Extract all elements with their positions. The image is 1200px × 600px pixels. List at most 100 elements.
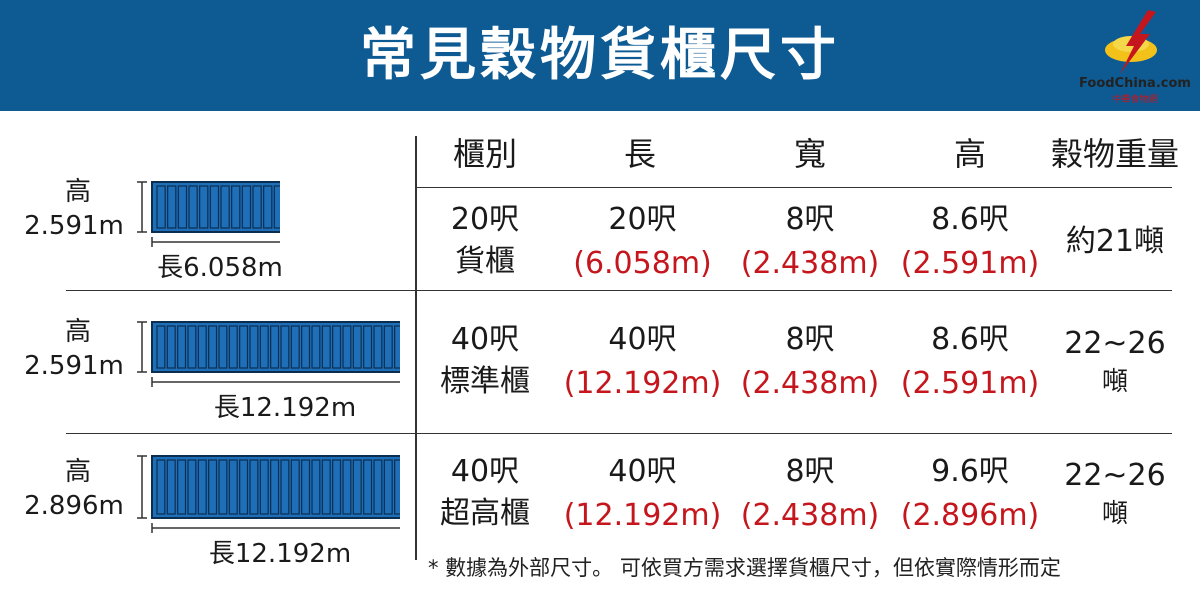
row-type-line1: 40呎 xyxy=(450,322,520,357)
row-length-m: (12.192m) xyxy=(563,498,722,533)
container-slat xyxy=(383,459,393,515)
container-slat xyxy=(187,459,197,515)
container-slat xyxy=(208,325,218,369)
row-type-line1: 40呎 xyxy=(450,454,520,489)
row-height: 8.6呎 xyxy=(931,322,1009,357)
container-slat xyxy=(199,185,209,229)
container-slat xyxy=(352,325,362,369)
container-slat xyxy=(249,459,259,515)
container-slat xyxy=(394,325,400,369)
header-banner xyxy=(0,0,1200,111)
container-slat xyxy=(394,459,400,515)
row-weight-line1: 22~26 xyxy=(1064,458,1166,493)
lightning-logo-icon xyxy=(1105,10,1157,74)
height-label: 高 xyxy=(64,457,91,487)
row-length: 40呎 xyxy=(608,454,677,489)
container-slat xyxy=(342,325,352,369)
container-slat xyxy=(231,185,241,229)
container-slat xyxy=(373,459,383,515)
row-type-line2: 標準櫃 xyxy=(440,364,530,399)
container-slat xyxy=(197,459,207,515)
container-slat xyxy=(249,325,259,369)
container-slat xyxy=(263,185,273,229)
header-type: 櫃別 xyxy=(452,135,517,173)
row-width-m: (2.438m) xyxy=(740,498,880,533)
container-slat xyxy=(197,325,207,369)
height-label: 高 xyxy=(64,177,91,207)
container-slat xyxy=(342,459,352,515)
container-slat xyxy=(259,325,269,369)
row-type-line2: 貨櫃 xyxy=(455,244,515,279)
container-slat xyxy=(177,185,188,229)
container-slat xyxy=(252,185,262,229)
row-length-m: (12.192m) xyxy=(563,366,722,401)
container-slat xyxy=(167,185,177,229)
row-width-m: (2.438m) xyxy=(740,366,880,401)
container-slat xyxy=(363,325,373,369)
row-length-m: (6.058m) xyxy=(573,246,712,281)
container-slat xyxy=(363,459,373,515)
row-width: 8呎 xyxy=(785,454,835,489)
row-weight-line2: 噸 xyxy=(1101,499,1128,529)
container-slat xyxy=(156,459,166,515)
container-slat xyxy=(156,185,166,229)
container-slat xyxy=(321,459,331,515)
container-slat xyxy=(311,325,321,369)
logo: FoodChina.com 中華食物網 xyxy=(1076,4,1194,105)
container-slat xyxy=(280,459,290,515)
container-slat xyxy=(218,459,228,515)
header-weight: 穀物重量 xyxy=(1050,135,1179,173)
container-slat xyxy=(177,325,187,369)
row-height-m: (2.896m) xyxy=(900,498,1040,533)
container-20ft-drawing xyxy=(137,181,280,247)
container-slat xyxy=(290,325,300,369)
container-slat xyxy=(218,325,228,369)
container-slat xyxy=(188,185,198,229)
row-type-line2: 超高櫃 xyxy=(440,496,530,531)
row-length: 40呎 xyxy=(608,322,677,357)
container-40ft-hc-drawing xyxy=(137,455,400,533)
row-weight-line1: 約21噸 xyxy=(1065,224,1165,259)
row-height-m: (2.591m) xyxy=(900,246,1040,281)
height-value: 2.591m xyxy=(24,351,124,381)
container-slat xyxy=(259,459,269,515)
row-weight-line1: 22~26 xyxy=(1064,326,1166,361)
container-slat xyxy=(373,325,383,369)
container-slat xyxy=(239,459,249,515)
container-slat xyxy=(332,459,342,515)
container-slat xyxy=(220,185,230,229)
container-slat xyxy=(177,459,187,515)
row-width: 8呎 xyxy=(785,202,835,237)
row-height: 9.6呎 xyxy=(931,454,1009,489)
container-slat xyxy=(383,325,393,369)
row-height-m: (2.591m) xyxy=(900,366,1040,401)
length-label: 長12.192m xyxy=(208,539,352,569)
row-divider-2 xyxy=(66,433,1172,434)
container-slat xyxy=(290,459,300,515)
container-40ft-drawing xyxy=(137,321,400,387)
footnote: * 數據為外部尺寸。 可依買方需求選擇貨櫃尺寸，但依實際情形而定 xyxy=(428,556,1061,580)
container-slat xyxy=(273,185,280,229)
container-slat xyxy=(241,185,252,229)
row-type-line1: 20呎 xyxy=(450,202,520,237)
container-slat xyxy=(301,459,311,515)
container-slat xyxy=(301,325,311,369)
container-slat xyxy=(321,325,331,369)
container-slat xyxy=(228,459,238,515)
container-slat xyxy=(239,325,249,369)
header-divider xyxy=(416,187,1172,188)
height-value: 2.896m xyxy=(24,491,124,521)
container-slat xyxy=(280,325,290,369)
row-divider-1 xyxy=(66,290,1172,291)
table-vertical-divider xyxy=(415,136,417,560)
length-label: 長12.192m xyxy=(213,393,357,423)
page-title: 常見穀物貨櫃尺寸 xyxy=(360,23,840,88)
container-slat xyxy=(270,459,280,515)
container-slat xyxy=(311,459,321,515)
height-label: 高 xyxy=(64,317,91,347)
container-slat xyxy=(166,459,176,515)
header-length: 長 xyxy=(623,135,656,173)
container-slat xyxy=(270,325,280,369)
container-slat xyxy=(156,325,166,369)
row-width: 8呎 xyxy=(785,322,835,357)
